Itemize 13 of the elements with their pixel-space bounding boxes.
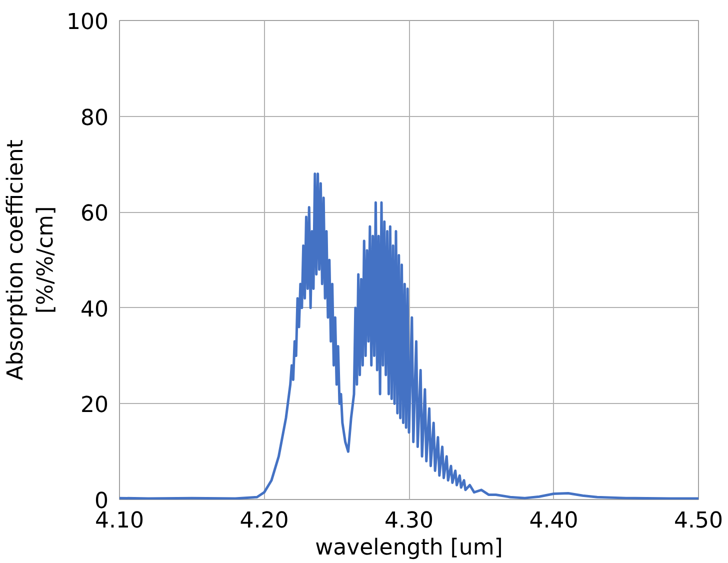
y-tick-label: 20 — [80, 393, 109, 418]
y-tick-label: 60 — [80, 202, 109, 227]
x-tick-label: 4.50 — [674, 508, 723, 534]
x-tick-label: 4.30 — [384, 508, 434, 534]
x-tick-label: 4.40 — [529, 508, 578, 534]
y-tick-label: 100 — [66, 10, 109, 35]
x-axis-title: wavelength [um] — [315, 536, 503, 560]
y-tick-label: 40 — [80, 297, 109, 322]
x-tick-label: 4.10 — [95, 508, 144, 534]
y-axis-title: Absorption coefficient [%/%/cm] — [4, 139, 59, 380]
x-tick-label: 4.20 — [240, 508, 289, 534]
y-tick-label: 80 — [80, 106, 109, 131]
line-series — [120, 172, 698, 500]
